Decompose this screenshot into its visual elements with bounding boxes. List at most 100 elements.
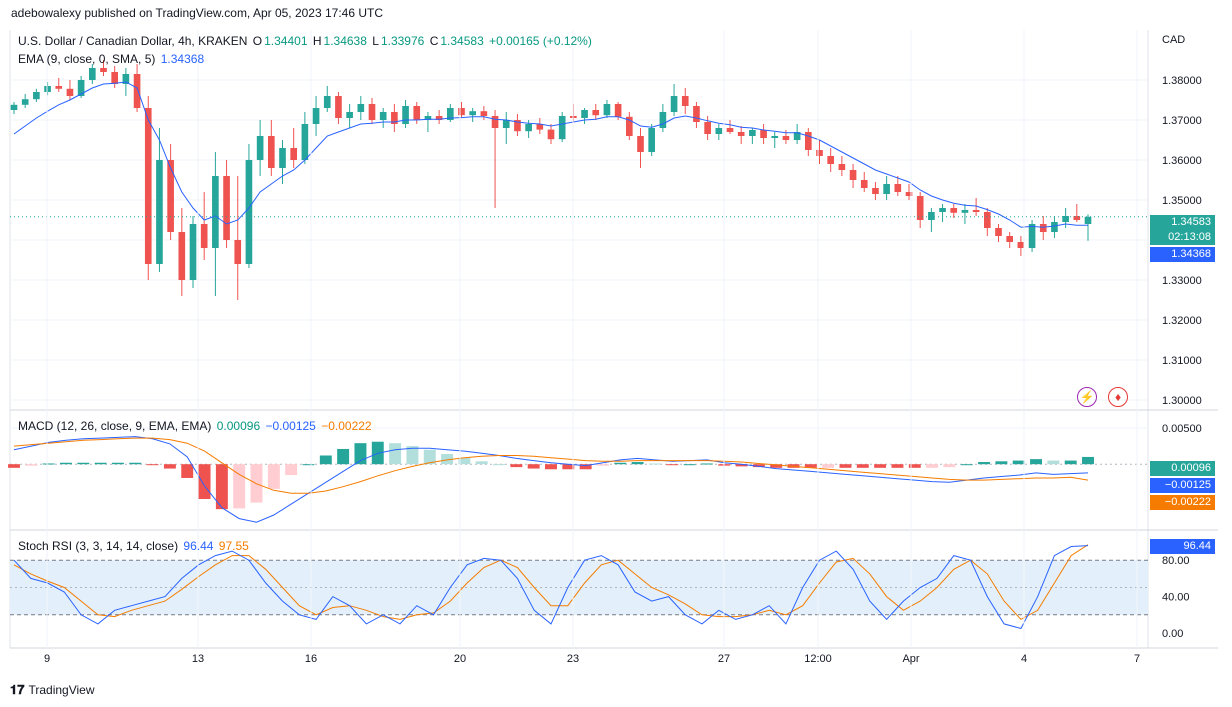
candle-body xyxy=(1028,224,1036,248)
candle-body xyxy=(760,130,767,138)
macd-histogram-bar xyxy=(995,461,1008,465)
rsi-k-line xyxy=(13,545,1089,630)
macd-histogram-bar xyxy=(926,464,939,468)
candle-body xyxy=(995,228,1002,236)
footer-brand: 𝟏𝟕 TradingView xyxy=(10,682,95,698)
candle-body xyxy=(1039,224,1047,232)
macd-histogram-bar xyxy=(874,464,887,468)
macd-histogram-bar xyxy=(579,464,592,470)
low-value: 1.33976 xyxy=(380,34,425,48)
macd-line xyxy=(13,436,1089,523)
candle-body xyxy=(122,74,130,84)
price-tick-label: 1.38000 xyxy=(1162,75,1202,87)
macd-histogram-bar xyxy=(146,464,159,466)
macd-histogram-bar xyxy=(1082,456,1094,465)
candle-body xyxy=(323,96,331,108)
canada-flag-icon[interactable]: ♦ xyxy=(1108,387,1128,407)
ema-legend: EMA (9, close, 0, SMA, 5) 1.34368 xyxy=(18,52,206,66)
macd-histogram-bar xyxy=(181,464,194,478)
candle-body xyxy=(144,108,152,264)
macd-tick-label: 0.00500 xyxy=(1162,423,1202,435)
macd-histogram-bar xyxy=(129,462,142,465)
ema-line xyxy=(13,81,1088,228)
candle-body xyxy=(648,128,656,152)
macd-histogram-bar xyxy=(752,464,765,468)
macd-histogram-bar xyxy=(735,464,748,467)
macd-histogram-bar xyxy=(597,464,609,466)
time-tick-label: 12:00 xyxy=(804,653,832,665)
macd-histogram-bar xyxy=(77,462,90,465)
candle-body xyxy=(279,148,286,168)
rsi-d-line xyxy=(13,544,1089,621)
lightning-icon[interactable]: ⚡ xyxy=(1077,387,1097,407)
candle-body xyxy=(525,124,532,132)
candle-body xyxy=(737,132,745,136)
macd-histogram-bar xyxy=(510,464,523,468)
candle-body xyxy=(88,68,96,80)
bar-countdown: 02:13:08 xyxy=(1168,231,1211,243)
macd-histogram-bar xyxy=(8,464,20,468)
ema-name: EMA (9, close, 0, SMA, 5) xyxy=(18,52,156,66)
time-tick-label: 16 xyxy=(305,653,317,665)
candle-body xyxy=(133,74,141,108)
candle-body xyxy=(212,176,219,248)
candle-body xyxy=(312,108,320,124)
macd-legend: MACD (12, 26, close, 9, EMA, EMA) 0.0009… xyxy=(18,419,374,433)
price-tick-label: 1.35000 xyxy=(1162,195,1202,207)
macd-histogram-bar xyxy=(700,463,713,465)
macd-histogram-bar xyxy=(1047,460,1060,465)
candle-body xyxy=(189,224,197,280)
time-tick-label: 27 xyxy=(718,653,730,665)
candle-body xyxy=(603,104,611,116)
macd-histogram-bar xyxy=(527,464,540,469)
candle-body xyxy=(625,116,633,136)
macd-histogram-bar xyxy=(856,464,869,468)
close-value: 1.34583 xyxy=(440,34,484,48)
ema-price-tag: 1.34368 xyxy=(1150,247,1215,262)
candle-body xyxy=(939,208,946,212)
candle-body xyxy=(267,136,275,168)
publisher-line: adebowalexy published on TradingView.com… xyxy=(11,6,384,20)
candle-body xyxy=(1051,222,1058,232)
macd-histogram-bar xyxy=(493,464,505,466)
candle-body xyxy=(849,170,857,180)
candle-body xyxy=(637,136,644,152)
candle-body xyxy=(961,210,969,213)
macd-hist-tag: 0.00096 xyxy=(1150,461,1215,476)
rsi-d-value: 97.55 xyxy=(218,539,249,553)
candle-body xyxy=(290,148,298,160)
candle-body xyxy=(816,150,823,156)
candle-body xyxy=(424,116,432,120)
macd-histogram-bar xyxy=(770,464,783,468)
macd-hist-value: 0.00096 xyxy=(216,419,261,433)
macd-histogram-bar xyxy=(441,454,454,465)
candle-body xyxy=(1006,236,1014,242)
macd-histogram-bar xyxy=(648,463,661,465)
time-tick-label: Apr xyxy=(902,653,919,665)
tradingview-logo-icon: 𝟏𝟕 xyxy=(10,682,25,697)
candle-body xyxy=(782,136,790,140)
candle-body xyxy=(357,104,365,112)
candle-body xyxy=(659,112,667,128)
candle-body xyxy=(536,124,544,130)
candle-body xyxy=(391,112,398,124)
candle-body xyxy=(469,111,477,116)
last-price: 1.34583 xyxy=(1171,216,1211,228)
candle-body xyxy=(167,160,174,232)
candle-body xyxy=(55,86,63,89)
candle-body xyxy=(804,132,812,150)
candle-body xyxy=(894,184,902,192)
candle-body xyxy=(346,112,353,118)
macd-histogram-bar xyxy=(163,464,176,469)
macd-histogram-bar xyxy=(25,464,38,466)
macd-histogram-bar xyxy=(337,448,350,465)
macd-histogram-bar xyxy=(302,464,315,466)
candle-body xyxy=(21,99,29,105)
brand-name: TradingView xyxy=(28,683,95,697)
candle-body xyxy=(502,120,510,128)
candle-body xyxy=(928,212,935,220)
candle-body xyxy=(223,176,230,240)
time-tick-label: 9 xyxy=(44,653,50,665)
macd-histogram-bar xyxy=(614,462,627,465)
macd-histogram-bar xyxy=(60,462,72,465)
